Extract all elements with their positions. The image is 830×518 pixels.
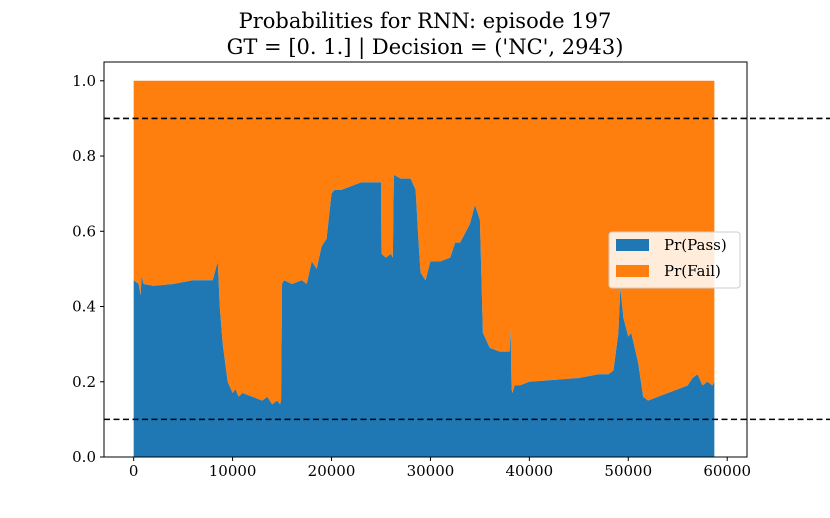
y-tick-label: 0.2 — [72, 373, 96, 391]
y-axis-ticks: 0.0 0.2 0.4 0.6 0.8 1.0 — [72, 72, 104, 466]
x-tick-label: 40000 — [506, 462, 554, 480]
area-pr-pass — [133, 174, 715, 457]
y-tick-label: 1.0 — [72, 72, 96, 90]
chart-subtitle: GT = [0. 1.] | Decision = ('NC', 2943) — [227, 35, 624, 60]
chart-title: Probabilities for RNN: episode 197 — [239, 9, 612, 33]
legend-swatch-pass — [616, 239, 649, 251]
x-tick-label: 20000 — [308, 462, 356, 480]
y-tick-label: 0.4 — [72, 298, 96, 316]
threshold-lines — [104, 117, 830, 421]
legend-label-fail: Pr(Fail) — [664, 262, 721, 280]
legend-swatch-fail — [616, 265, 649, 277]
area-pr-fail — [133, 80, 715, 405]
y-tick-label: 0.0 — [72, 448, 96, 466]
x-axis-ticks: 0 10000 20000 30000 40000 50000 60000 — [129, 457, 751, 480]
legend-label-pass: Pr(Pass) — [664, 236, 727, 254]
y-tick-label: 0.6 — [72, 222, 96, 240]
plot-frame — [103, 61, 748, 458]
legend: Pr(Pass) Pr(Fail) — [608, 231, 741, 289]
x-tick-label: 50000 — [604, 462, 652, 480]
x-tick-label: 10000 — [209, 462, 257, 480]
y-tick-label: 0.8 — [72, 147, 96, 165]
stacked-areas — [133, 80, 715, 457]
x-tick-label: 0 — [129, 462, 139, 480]
x-tick-label: 30000 — [407, 462, 455, 480]
x-tick-label: 60000 — [703, 462, 751, 480]
